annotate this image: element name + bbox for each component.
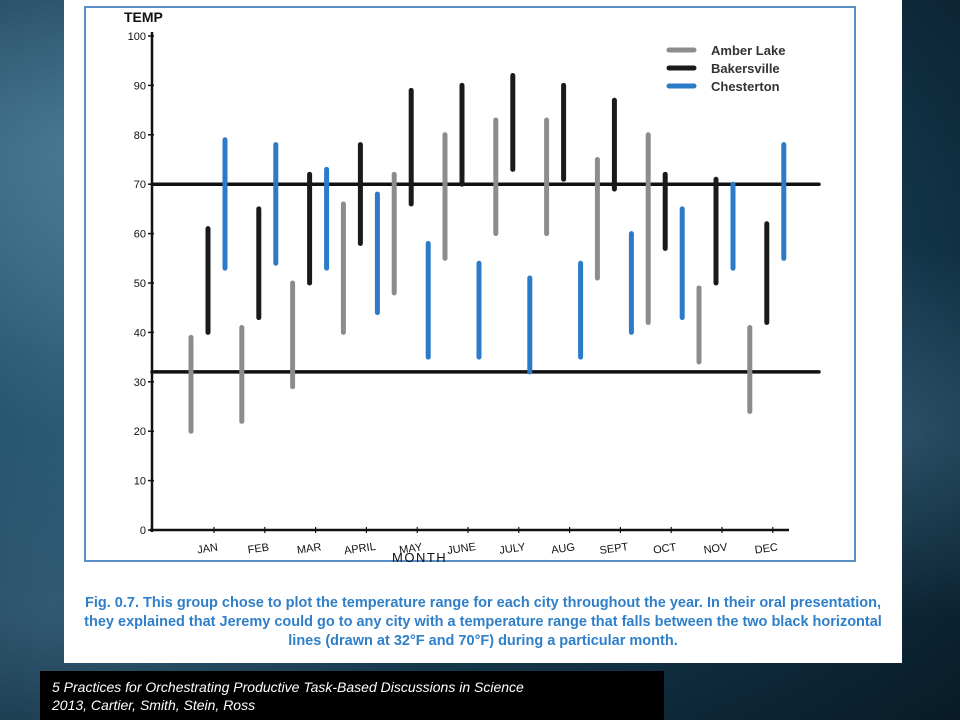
x-tick-label: FEB <box>247 542 270 557</box>
x-tick-label: MAY <box>399 541 424 556</box>
reference-lines <box>150 182 821 374</box>
x-tick-label: APRIL <box>343 541 376 557</box>
y-tick-label: 90 <box>134 80 146 92</box>
x-tick-label: OCT <box>652 541 677 556</box>
x-axis-ticks: JAN FEB MAR APRIL MAY JUNE JULY AUG SEPT OCT NOV DE… <box>196 527 779 557</box>
y-tick-label: 70 <box>134 179 146 191</box>
legend-label: Chesterton <box>711 79 780 94</box>
x-axis-label: MONTH <box>392 550 447 562</box>
y-tick-label: 100 <box>128 31 146 43</box>
legend-label: Bakersville <box>711 61 780 76</box>
y-axis-label: TEMP <box>124 9 163 25</box>
x-tick-label: MAR <box>296 541 322 556</box>
y-tick-label: 80 <box>134 130 146 142</box>
x-tick-label: NOV <box>703 541 729 556</box>
x-tick-label: JUNE <box>447 541 477 557</box>
y-tick-label: 10 <box>134 476 146 488</box>
y-tick-label: 50 <box>134 278 146 290</box>
citation-title: 5 Practices for Orchestrating Productive… <box>52 679 524 695</box>
chart-axes <box>150 32 789 532</box>
y-tick-label: 60 <box>134 229 146 241</box>
x-tick-label: DEC <box>754 541 779 556</box>
x-tick-label: JAN <box>196 542 218 557</box>
temperature-range-chart: 0 10 20 30 40 50 60 70 80 90 100 JAN FEB MAR APRIL MAY… <box>124 9 821 562</box>
citation-authors: 2013, Cartier, Smith, Stein, Ross <box>52 697 256 713</box>
legend-label: Amber Lake <box>711 43 785 58</box>
y-tick-label: 40 <box>134 327 146 339</box>
range-bars <box>188 73 787 434</box>
y-axis-ticks: 0 10 20 30 40 50 60 70 80 90 100 <box>128 31 154 537</box>
x-tick-label: JULY <box>499 541 527 557</box>
citation-box: 5 Practices for Orchestrating Productive… <box>40 671 664 720</box>
x-tick-label: SEPT <box>599 541 629 557</box>
y-tick-label: 30 <box>134 377 146 389</box>
chart-frame <box>84 6 856 562</box>
figure-caption: Fig. 0.7. This group chose to plot the t… <box>84 595 882 649</box>
chart-legend: Amber Lake Bakersville Chesterton <box>666 43 785 94</box>
x-tick-label: AUG <box>551 541 576 556</box>
y-tick-label: 0 <box>140 525 146 537</box>
y-tick-label: 20 <box>134 426 146 438</box>
